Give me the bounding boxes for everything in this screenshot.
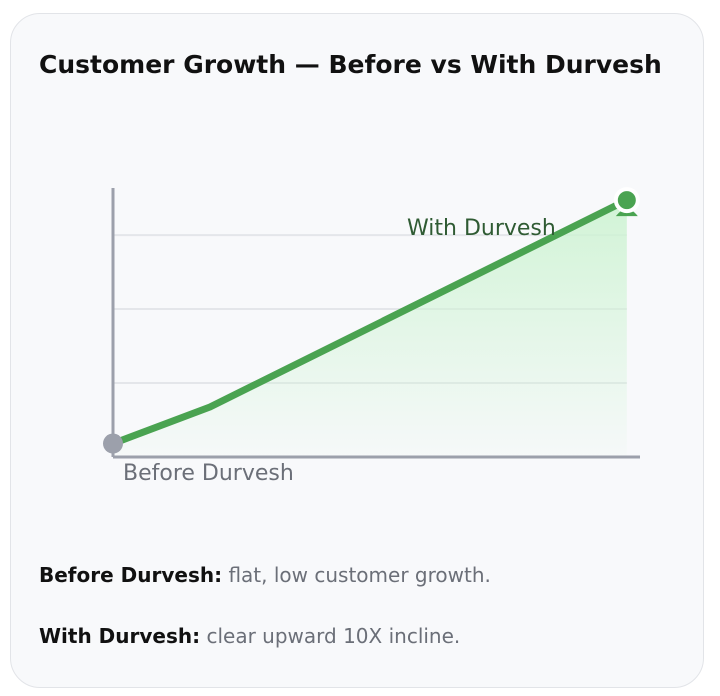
note-before-text: flat, low customer growth. <box>222 563 491 587</box>
growth-line <box>109 196 631 448</box>
start-marker <box>103 433 123 454</box>
note-before: Before Durvesh: flat, low customer growt… <box>39 563 491 587</box>
note-with: With Durvesh: clear upward 10X incline. <box>39 624 460 648</box>
note-before-label: Before Durvesh: <box>39 563 223 587</box>
user-icon <box>613 187 640 217</box>
with-durvesh-label: With Durvesh <box>407 216 556 241</box>
note-with-text: clear upward 10X incline. <box>200 624 461 648</box>
note-with-label: With Durvesh: <box>39 624 201 648</box>
chart-title: Customer Growth — Before vs With Durvesh <box>39 50 662 79</box>
before-durvesh-label: Before Durvesh <box>123 461 294 486</box>
